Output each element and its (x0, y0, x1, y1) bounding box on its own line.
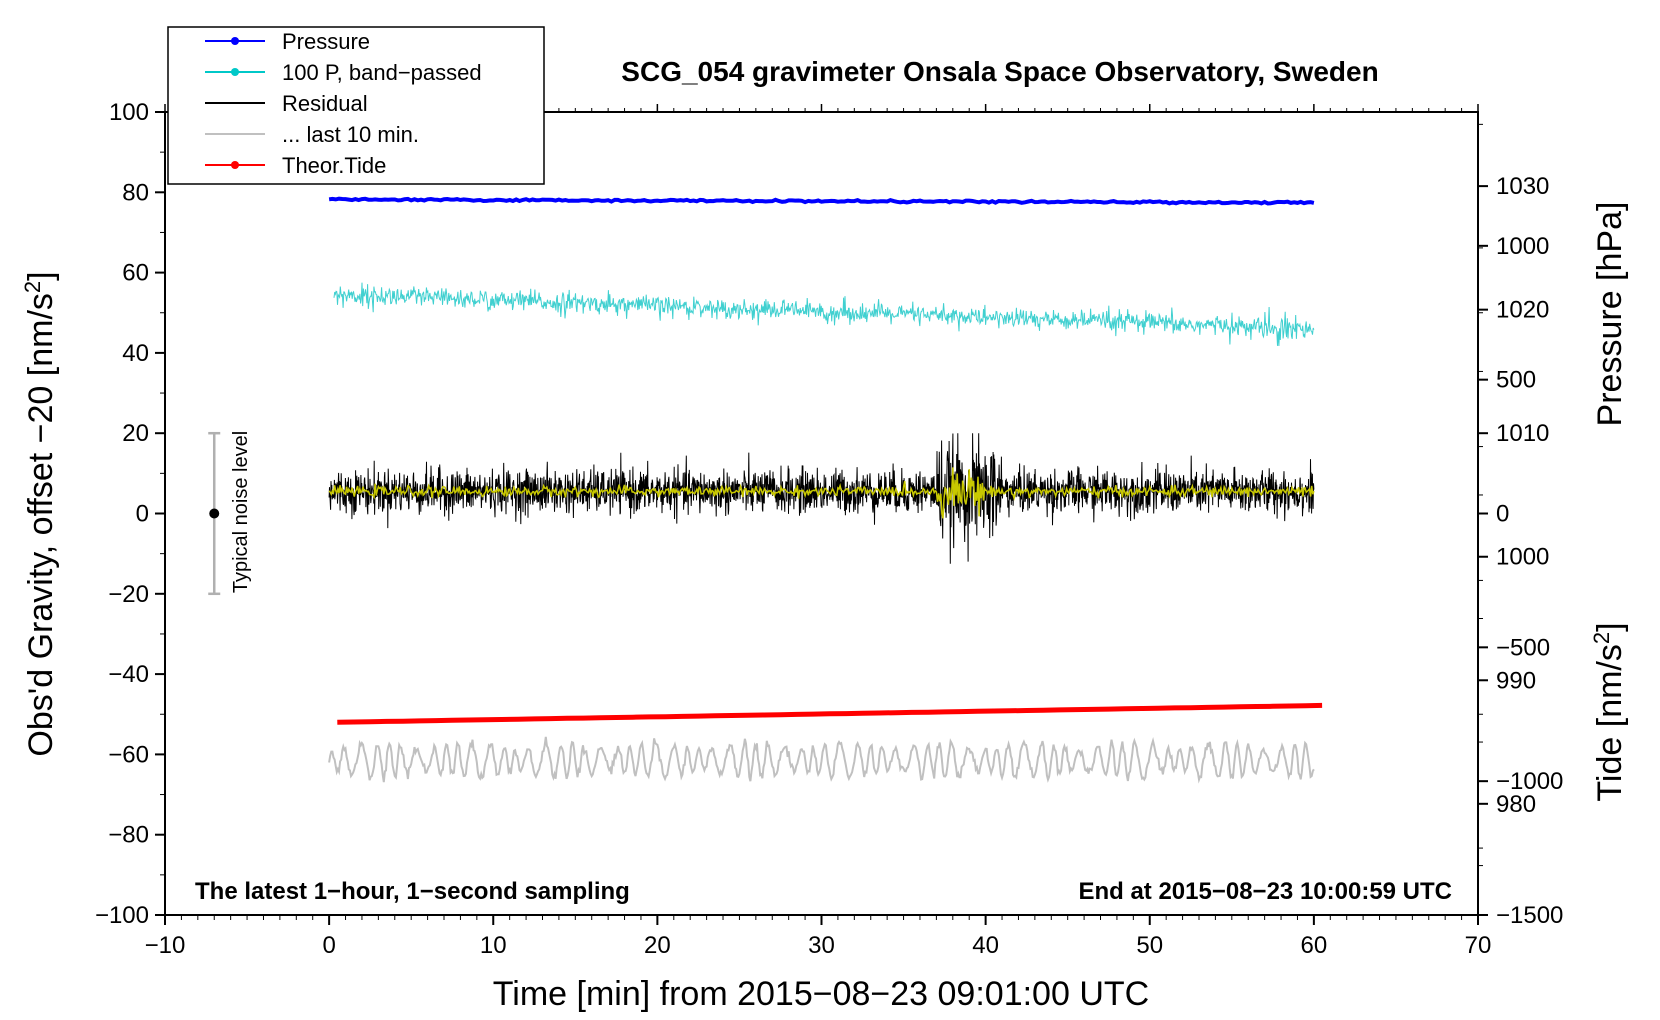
series-pressure (328, 196, 1315, 206)
series-theoretical-tide (337, 702, 1323, 725)
y-tick-label: 20 (122, 420, 149, 447)
x-tick-label: 0 (322, 932, 335, 959)
legend-label: Pressure (282, 29, 370, 54)
series-residual (328, 433, 1315, 564)
y-tick-label: −80 (108, 822, 149, 849)
y-tick-label: 0 (136, 501, 149, 528)
tide-axis-ticks: 1000 500 0 −500 −1000 −1500 (1478, 233, 1563, 929)
tide-tick-label: −1000 (1496, 768, 1563, 795)
y-axis-title: Obs'd Gravity, offset −20 [nm/s2] (20, 271, 61, 756)
note-right: End at 2015−08−23 10:00:59 UTC (1078, 878, 1452, 905)
x-tick-label: 30 (808, 932, 835, 959)
y-axis-title-prefix: Obs'd Gravity, offset −20 [nm/s (22, 293, 60, 756)
legend-label: ... last 10 min. (282, 122, 419, 147)
legend-marker (231, 161, 239, 169)
x-tick-label: 50 (1136, 932, 1163, 959)
tide-axis-title-prefix: Tide [nm/s (1591, 644, 1629, 801)
tide-axis-title-suffix: ] (1591, 622, 1629, 631)
tide-axis-title-superscript: 2 (1589, 632, 1614, 644)
tide-tick-label: −500 (1496, 634, 1550, 661)
noise-bar-center-dot (209, 508, 220, 519)
tide-tick-label: 0 (1496, 501, 1509, 528)
tide-tick-label: 500 (1496, 367, 1536, 394)
x-tick-label: −10 (145, 932, 186, 959)
tide-tick-label: −1500 (1496, 902, 1563, 929)
noise-level-indicator (208, 431, 221, 596)
x-axis-title: Time [min] from 2015−08−23 09:01:00 UTC (493, 975, 1149, 1013)
x-tick-label: 70 (1465, 932, 1492, 959)
legend-label: Residual (282, 91, 368, 116)
series-residual-smoothed (328, 467, 1315, 519)
tide-axis-title: Tide [nm/s2] (1589, 622, 1630, 801)
pressure-tick-label: 1030 (1496, 173, 1549, 200)
pressure-tick-label: 980 (1496, 791, 1536, 818)
y-tick-label: 100 (109, 99, 149, 126)
legend-label: 100 P, band−passed (282, 60, 482, 85)
legend-marker (231, 68, 239, 76)
y-tick-label: −40 (108, 661, 149, 688)
y-tick-label: −60 (108, 741, 149, 768)
note-left: The latest 1−hour, 1−second sampling (195, 878, 630, 905)
legend-items: Pressure 100 P, band−passed Residual ... la… (205, 29, 482, 178)
pressure-tick-label: 1010 (1496, 420, 1549, 447)
x-tick-label: 60 (1301, 932, 1328, 959)
x-tick-label: 40 (972, 932, 999, 959)
legend-label: Theor.Tide (282, 153, 386, 178)
pressure-tick-label: 1020 (1496, 297, 1549, 324)
y-tick-label: 60 (122, 260, 149, 287)
x-tick-label: 20 (644, 932, 671, 959)
y-axis-title-suffix: ] (22, 271, 60, 280)
pressure-axis-ticks: 1030 1020 1010 1000 990 980 (1478, 123, 1549, 867)
tide-tick-label: 1000 (1496, 233, 1549, 260)
chart-title: SCG_054 gravimeter Onsala Space Observat… (621, 56, 1378, 87)
series-layer (328, 196, 1323, 784)
series-last-10-min (328, 736, 1315, 784)
y-tick-label: 40 (122, 340, 149, 367)
legend: Pressure 100 P, band−passed Residual ... la… (167, 26, 545, 185)
y-tick-label: −100 (95, 902, 149, 929)
x-tick-label: 10 (480, 932, 507, 959)
pressure-axis-title: Pressure [hPa] (1591, 202, 1629, 427)
series-band-passed-pressure (333, 282, 1315, 347)
legend-marker (231, 37, 239, 45)
x-axis-ticks: −10 0 10 20 30 40 50 60 70 (145, 104, 1492, 959)
y-axis-ticks: 100 80 60 40 20 0 −20 −40 −60 −80 −100 (95, 99, 165, 929)
pressure-tick-label: 990 (1496, 667, 1536, 694)
noise-level-label: Typical noise level (230, 431, 252, 593)
pressure-tick-label: 1000 (1496, 544, 1549, 571)
y-axis-title-superscript: 2 (20, 281, 45, 293)
y-tick-label: −20 (108, 581, 149, 608)
legend-box (167, 26, 545, 185)
y-tick-label: 80 (122, 179, 149, 206)
